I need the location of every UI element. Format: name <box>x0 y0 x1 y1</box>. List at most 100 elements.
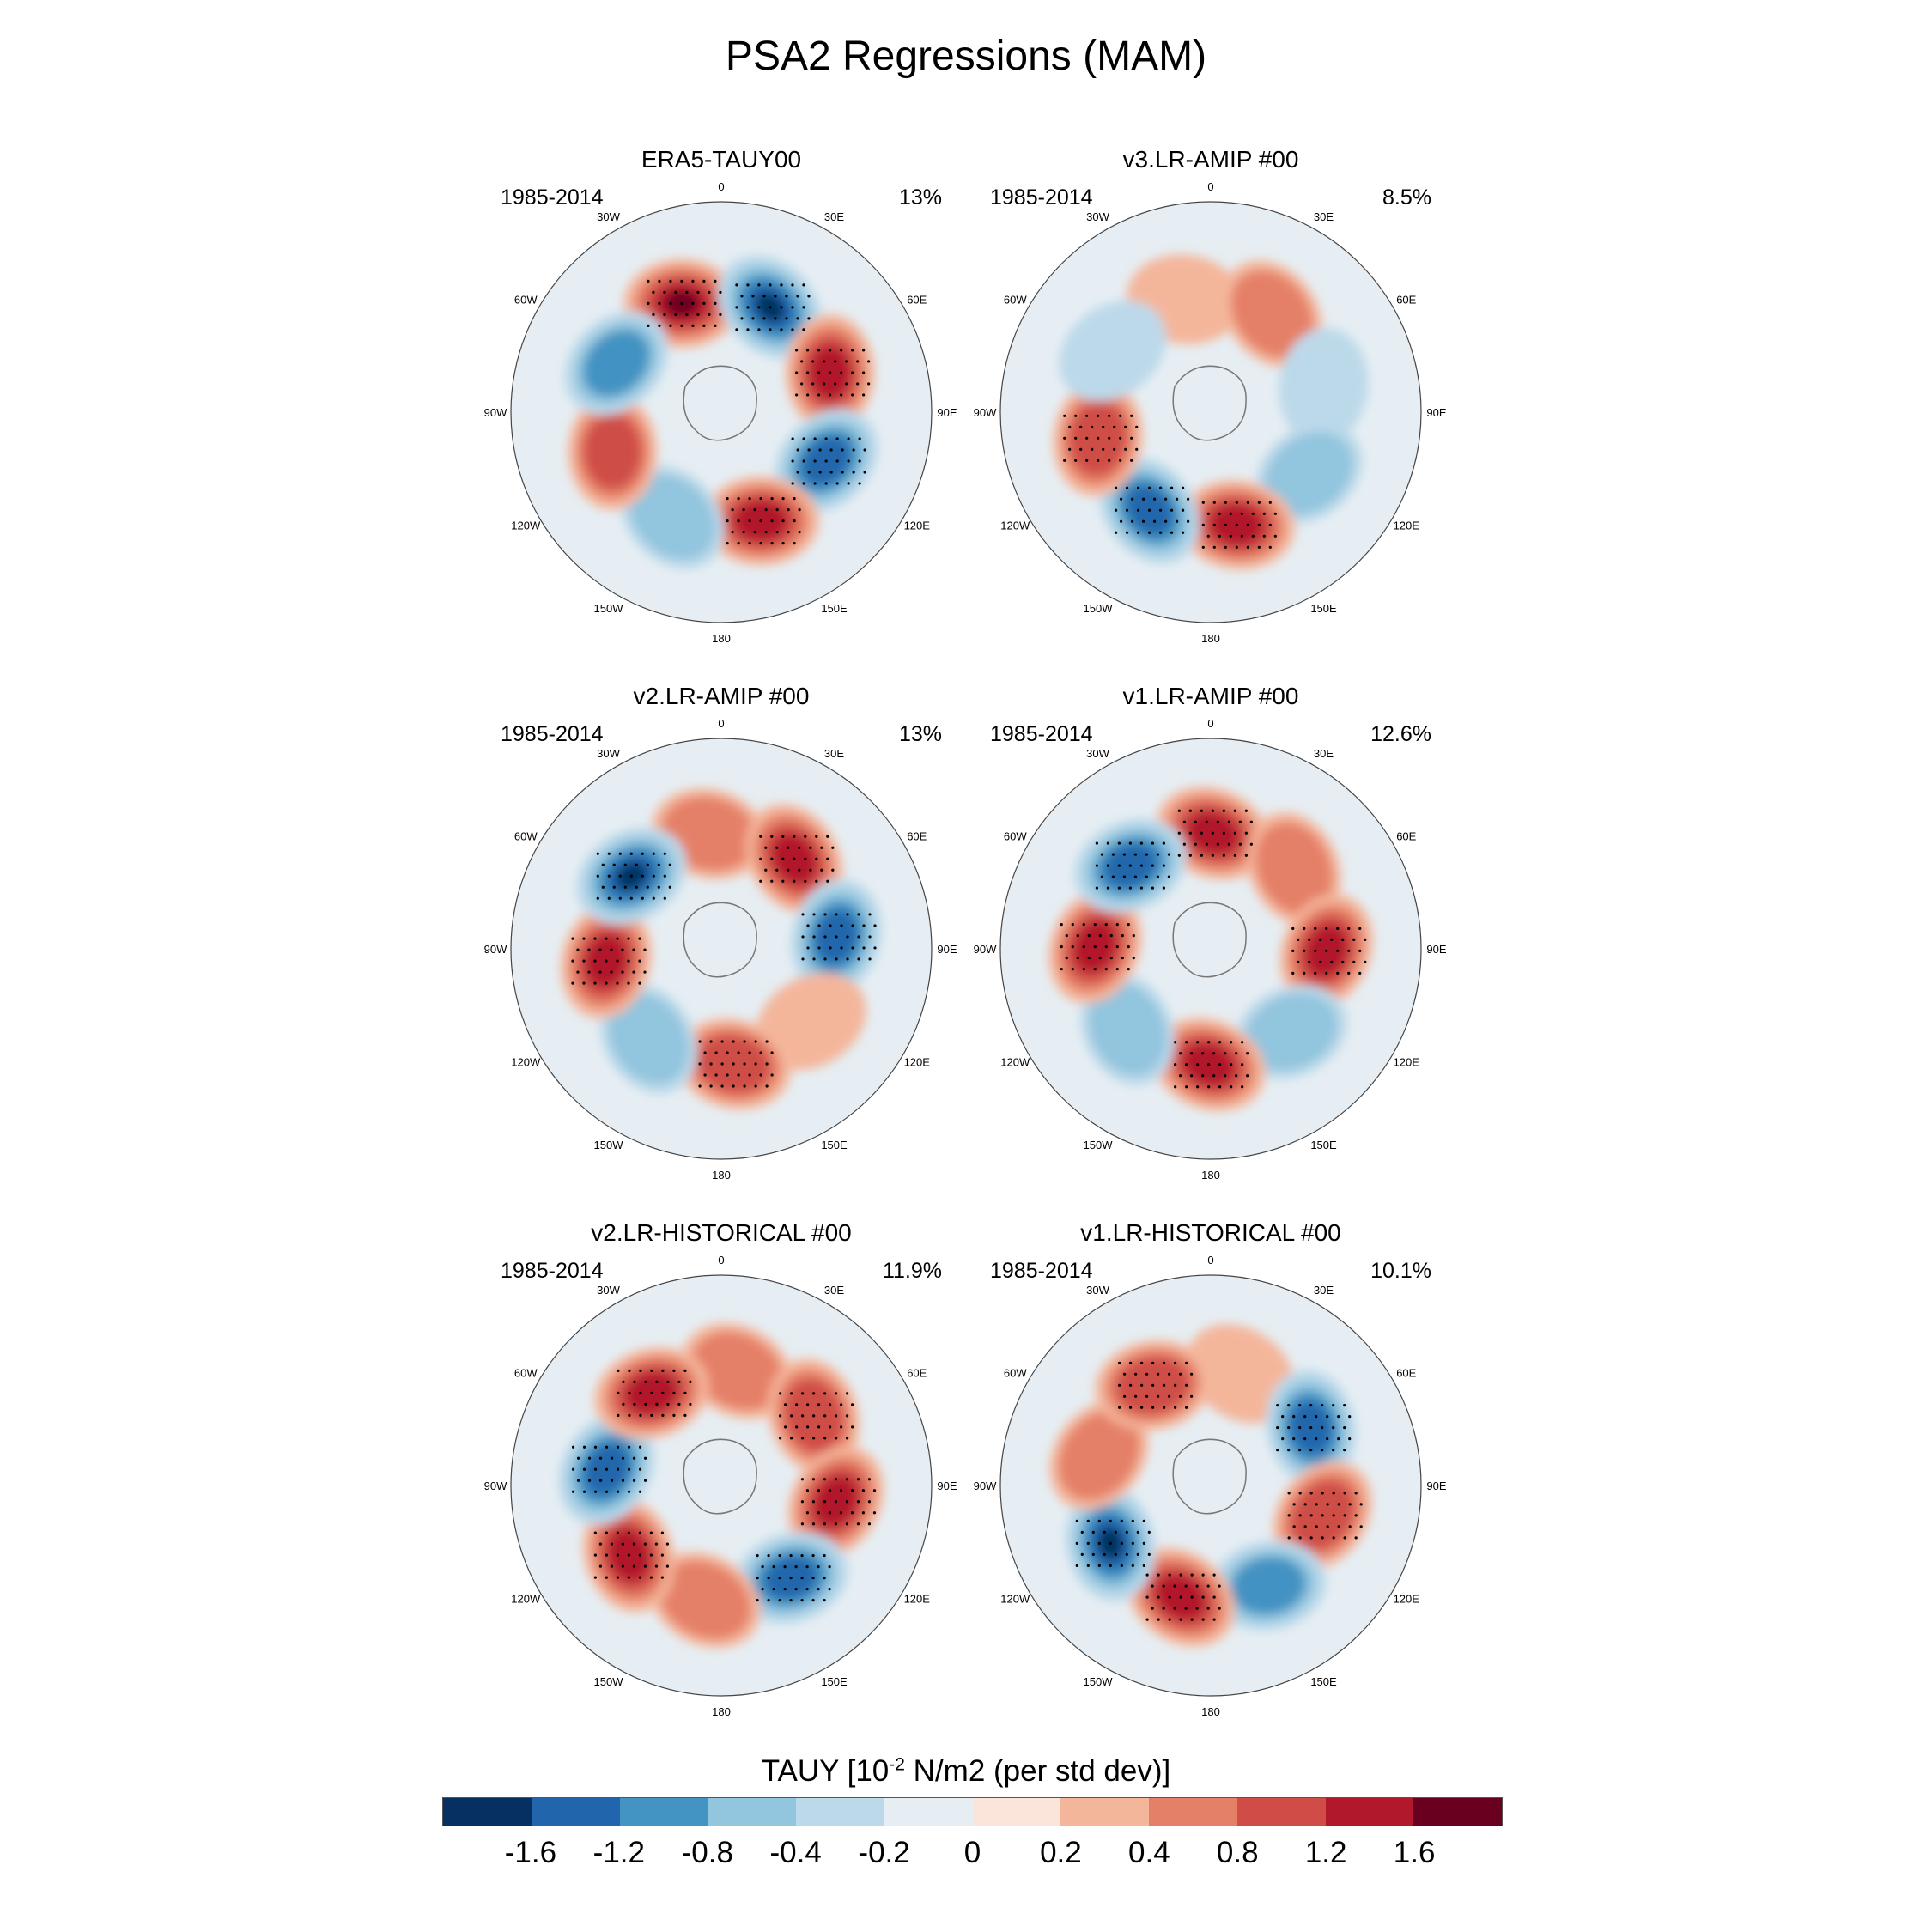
significance-dot <box>791 459 794 463</box>
significance-dot <box>1145 1394 1149 1398</box>
map-panel: v3.LR-AMIP #00 1985-2014 8.5% 0 30E 60E 90E 120… <box>966 146 1455 661</box>
significance-dot <box>791 437 794 440</box>
significance-dot <box>846 957 849 961</box>
significance-dot <box>1224 545 1227 549</box>
panel-years: 1985-2014 <box>501 722 604 746</box>
longitude-label: 120E <box>1394 1593 1420 1606</box>
significance-dot <box>1071 968 1074 971</box>
significance-dot <box>1151 1361 1155 1364</box>
significance-dot <box>1147 508 1151 512</box>
significance-dot <box>632 1564 635 1568</box>
significance-dot <box>720 1084 724 1088</box>
significance-dot <box>1113 425 1116 428</box>
significance-dot <box>1212 523 1216 526</box>
significance-dot <box>1190 1372 1194 1376</box>
significance-dot <box>1291 927 1295 930</box>
significance-dot <box>1145 853 1148 856</box>
significance-dot <box>1257 523 1261 526</box>
significance-dot <box>812 1437 816 1440</box>
significance-dot <box>582 959 586 963</box>
significance-dot <box>845 1478 849 1481</box>
significance-dot <box>839 1489 843 1492</box>
significance-dot <box>696 313 700 316</box>
significance-dot <box>1162 841 1165 845</box>
significance-dot <box>1097 459 1100 462</box>
significance-dot <box>638 1490 642 1493</box>
significance-dot <box>1145 1595 1149 1599</box>
significance-dot <box>1287 1514 1291 1517</box>
significance-dot <box>1109 1519 1112 1522</box>
significance-dot <box>1216 842 1219 846</box>
significance-dot <box>621 1542 624 1546</box>
significance-dot <box>685 290 689 294</box>
significance-dot <box>652 896 655 900</box>
colorbar-segment <box>1149 1798 1237 1826</box>
significance-dot <box>1134 1394 1138 1398</box>
significance-dot <box>868 935 872 939</box>
significance-dot <box>784 1403 787 1406</box>
significance-dot <box>823 1554 826 1558</box>
significance-dot <box>1162 886 1165 890</box>
significance-dot <box>1130 436 1133 440</box>
significance-dot <box>809 846 812 849</box>
significance-dot <box>1292 1503 1296 1506</box>
significance-dot <box>1163 1383 1166 1387</box>
significance-dot <box>1207 1041 1211 1044</box>
significance-dot <box>1175 519 1179 523</box>
significance-dot <box>1185 1406 1188 1409</box>
significance-dot <box>1109 1541 1112 1545</box>
longitude-label: 90W <box>484 1479 507 1492</box>
significance-dot <box>759 519 762 523</box>
significance-dot <box>1060 923 1063 927</box>
significance-dot <box>1086 1519 1090 1522</box>
significance-dot <box>811 1478 816 1481</box>
significance-dot <box>1205 820 1208 823</box>
significance-dot <box>1157 1595 1160 1599</box>
significance-dot <box>1130 497 1134 501</box>
significance-dot <box>1125 508 1129 512</box>
significance-dot <box>1201 1618 1205 1621</box>
significance-dot <box>616 937 619 940</box>
significance-dot <box>817 1425 821 1429</box>
significance-dot <box>863 471 866 474</box>
significance-dot <box>643 970 647 974</box>
significance-dot <box>1201 501 1205 504</box>
significance-dot <box>775 868 779 872</box>
significance-dot <box>851 371 854 374</box>
significance-dot <box>858 459 861 463</box>
significance-dot <box>1065 934 1068 938</box>
significance-dot <box>820 868 823 872</box>
significance-dot <box>759 497 762 501</box>
significance-dot <box>680 324 683 327</box>
colorbar-segment <box>1325 1798 1414 1826</box>
significance-dot <box>778 1554 781 1558</box>
panel-years: 1985-2014 <box>501 1259 604 1283</box>
significance-dot <box>691 324 695 327</box>
significance-dot <box>1200 854 1203 857</box>
significance-dot <box>1185 1063 1188 1066</box>
significance-dot <box>1147 1552 1151 1556</box>
significance-dot <box>873 946 877 950</box>
significance-dot <box>863 448 866 452</box>
significance-dot <box>1200 809 1203 812</box>
significance-dot <box>621 1564 624 1568</box>
colorbar-tick-label: -0.8 <box>681 1836 733 1869</box>
significance-dot <box>1218 1085 1222 1089</box>
significance-dot <box>802 283 805 287</box>
significance-dot <box>660 1576 664 1579</box>
significance-dot <box>621 970 624 974</box>
significance-dot <box>872 1511 877 1515</box>
significance-dot <box>643 948 647 951</box>
significance-dot <box>780 306 783 309</box>
significance-dot <box>1145 875 1148 878</box>
significance-dot <box>1095 841 1098 845</box>
anomaly-contour <box>1088 982 1167 1076</box>
significance-dot <box>632 970 635 974</box>
colorbar-tick-label: 0.8 <box>1216 1836 1259 1869</box>
significance-dot <box>817 349 821 352</box>
significance-dot <box>663 290 666 294</box>
significance-dot <box>840 924 843 927</box>
significance-dot <box>800 360 804 363</box>
significance-dot <box>1136 508 1140 512</box>
significance-dot <box>576 1479 580 1482</box>
